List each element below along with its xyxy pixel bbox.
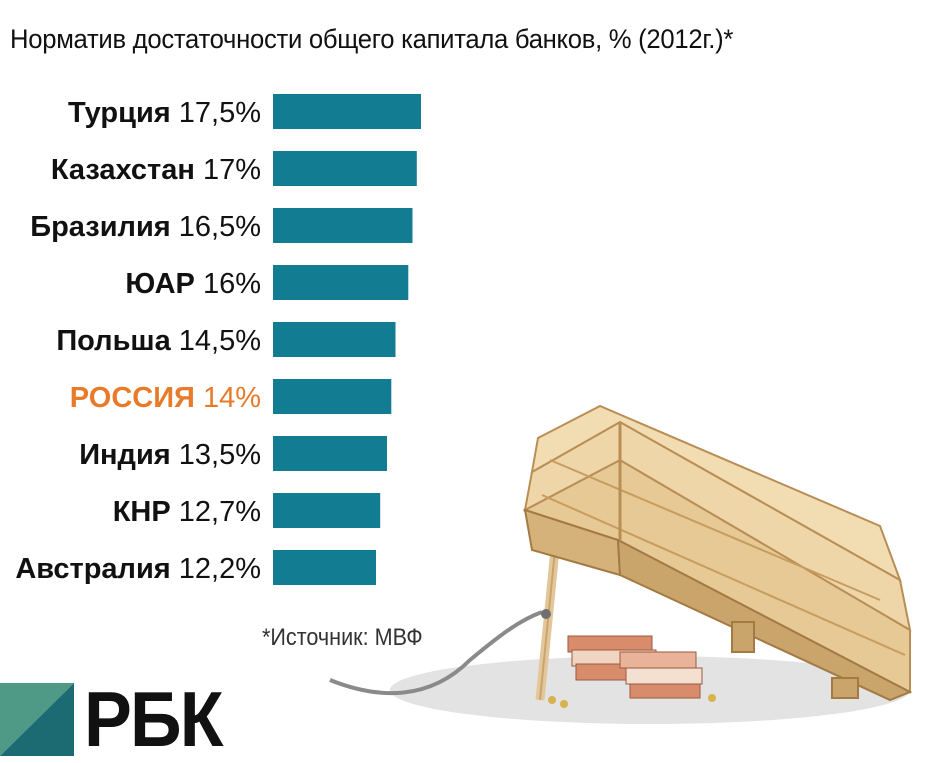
bar-label-7: Индия 13,5% [79, 439, 261, 471]
category-label: Польша [56, 325, 178, 357]
bar-label-5: Польша 14,5% [56, 325, 261, 357]
value-label: 17,5% [179, 97, 261, 129]
bar-label-2: Казахстан 17% [51, 154, 261, 186]
source-note: *Источник: МВФ [262, 624, 423, 651]
bar-label-1: Турция 17,5% [68, 97, 261, 129]
bar-label-4: ЮАР 16% [125, 268, 261, 300]
bar-label-9: Австралия 12,2% [15, 553, 261, 585]
bar-7 [273, 436, 387, 471]
wooden-crate-trap-illustration [329, 404, 913, 724]
bar-label-6: РОССИЯ 14% [70, 382, 261, 414]
value-label: 13,5% [179, 439, 261, 471]
category-label: КНР [113, 496, 179, 528]
value-label: 16% [203, 268, 261, 300]
bar-5 [273, 322, 396, 357]
bar-label-8: КНР 12,7% [113, 496, 261, 528]
value-label: 14% [203, 382, 261, 414]
bar-6 [273, 379, 392, 414]
bar-1 [273, 94, 421, 129]
value-label: 16,5% [179, 211, 261, 243]
category-label: Австралия [15, 553, 178, 585]
logo-text: РБК [84, 675, 224, 763]
bar-9 [273, 550, 376, 585]
value-label: 14,5% [179, 325, 261, 357]
bar-3 [273, 208, 413, 243]
bar-4 [273, 265, 409, 300]
bar-label-3: Бразилия 16,5% [30, 211, 261, 243]
category-label: Казахстан [51, 154, 203, 186]
value-label: 12,2% [179, 553, 261, 585]
chart-title: Норматив достаточности общего капитала б… [10, 24, 734, 54]
value-label: 12,7% [179, 496, 261, 528]
bar-chart: Турция 17,5% Казахстан 17% Бразилия 16,5% Ю… [15, 94, 421, 585]
category-label: Турция [68, 97, 179, 129]
category-label: РОССИЯ [70, 382, 203, 414]
category-label: Бразилия [30, 211, 179, 243]
rbc-logo: РБК [0, 677, 250, 761]
category-label: ЮАР [125, 268, 203, 300]
logo-mark-icon [0, 683, 74, 756]
bar-2 [273, 151, 417, 186]
bar-8 [273, 493, 381, 528]
value-label: 17% [203, 154, 261, 186]
category-label: Индия [79, 439, 179, 471]
